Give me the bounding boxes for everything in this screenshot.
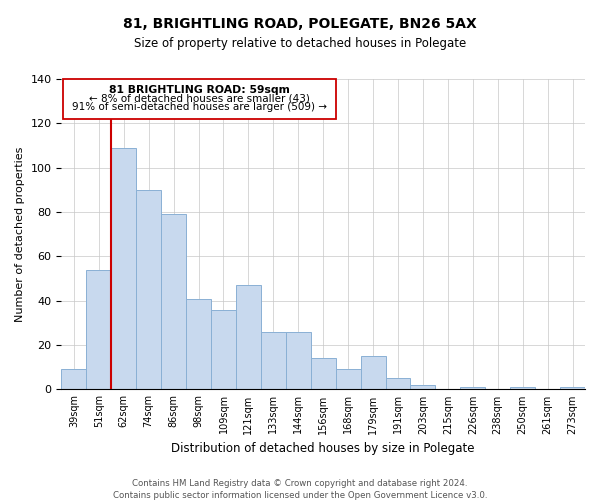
Bar — [460, 387, 485, 390]
Bar — [286, 332, 311, 390]
Text: Size of property relative to detached houses in Polegate: Size of property relative to detached ho… — [134, 36, 466, 50]
Bar — [86, 270, 111, 390]
Bar — [186, 298, 211, 390]
Bar — [236, 285, 261, 390]
Bar — [261, 332, 286, 390]
Y-axis label: Number of detached properties: Number of detached properties — [15, 146, 25, 322]
X-axis label: Distribution of detached houses by size in Polegate: Distribution of detached houses by size … — [172, 442, 475, 455]
Bar — [386, 378, 410, 390]
Bar — [510, 387, 535, 390]
FancyBboxPatch shape — [62, 79, 335, 119]
Bar — [410, 385, 436, 390]
Text: Contains HM Land Registry data © Crown copyright and database right 2024.: Contains HM Land Registry data © Crown c… — [132, 480, 468, 488]
Bar — [311, 358, 335, 390]
Bar — [161, 214, 186, 390]
Text: 81 BRIGHTLING ROAD: 59sqm: 81 BRIGHTLING ROAD: 59sqm — [109, 84, 290, 94]
Bar — [111, 148, 136, 390]
Bar — [136, 190, 161, 390]
Text: Contains public sector information licensed under the Open Government Licence v3: Contains public sector information licen… — [113, 490, 487, 500]
Text: ← 8% of detached houses are smaller (43): ← 8% of detached houses are smaller (43) — [89, 94, 310, 104]
Text: 91% of semi-detached houses are larger (509) →: 91% of semi-detached houses are larger (… — [71, 102, 326, 113]
Text: 81, BRIGHTLING ROAD, POLEGATE, BN26 5AX: 81, BRIGHTLING ROAD, POLEGATE, BN26 5AX — [123, 18, 477, 32]
Bar — [361, 356, 386, 390]
Bar — [61, 370, 86, 390]
Bar — [560, 387, 585, 390]
Bar — [211, 310, 236, 390]
Bar — [335, 370, 361, 390]
